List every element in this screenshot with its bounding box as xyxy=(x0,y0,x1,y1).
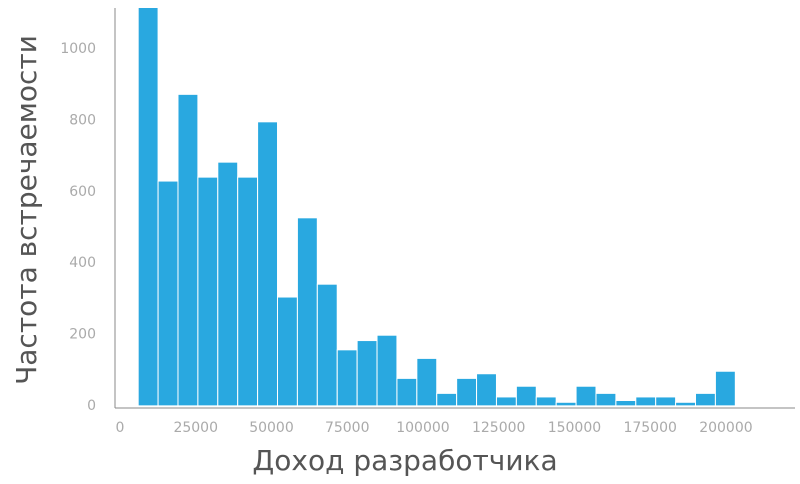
x-axis-title: Доход разработчика xyxy=(252,444,557,477)
bar xyxy=(515,385,537,407)
bar xyxy=(217,161,239,407)
bar xyxy=(296,217,318,407)
y-tick-label: 600 xyxy=(69,184,96,200)
bar xyxy=(197,176,219,407)
bar xyxy=(555,401,577,407)
x-tick-label: 0 xyxy=(116,420,125,436)
x-tick-label: 75000 xyxy=(325,420,370,436)
y-tick-label: 400 xyxy=(69,255,96,271)
bar xyxy=(615,400,637,407)
bar xyxy=(456,377,478,407)
x-tick-label: 125000 xyxy=(472,420,525,436)
y-tick-label: 0 xyxy=(87,398,96,414)
bar xyxy=(436,392,458,407)
y-tick-label: 800 xyxy=(69,112,96,128)
bar xyxy=(137,8,159,407)
x-tick-label: 100000 xyxy=(396,420,449,436)
x-tick-label: 175000 xyxy=(623,420,676,436)
bar xyxy=(575,385,597,407)
bar xyxy=(177,93,199,407)
bars xyxy=(137,8,736,407)
bar xyxy=(714,370,736,407)
bar xyxy=(336,349,358,407)
bar xyxy=(495,396,517,407)
bar xyxy=(595,392,617,407)
y-tick-label: 200 xyxy=(69,326,96,342)
bar xyxy=(476,373,497,407)
bar xyxy=(376,334,398,407)
bar xyxy=(416,357,438,407)
bar xyxy=(396,377,418,407)
bar xyxy=(695,392,716,407)
bar xyxy=(535,396,557,407)
bar xyxy=(635,396,657,407)
bar xyxy=(356,340,378,407)
bar xyxy=(316,283,338,407)
x-tick-label: 200000 xyxy=(699,420,752,436)
x-tick-label: 25000 xyxy=(173,420,218,436)
bar xyxy=(257,121,279,407)
y-axis-title: Частота встречаемости xyxy=(10,35,43,385)
bar xyxy=(157,180,179,407)
x-tick-label: 150000 xyxy=(548,420,601,436)
bar xyxy=(655,396,677,407)
x-tick-label: 50000 xyxy=(249,420,294,436)
bar xyxy=(237,176,259,407)
bar xyxy=(675,401,697,407)
y-tick-label: 1000 xyxy=(60,41,96,57)
bar xyxy=(277,296,298,407)
